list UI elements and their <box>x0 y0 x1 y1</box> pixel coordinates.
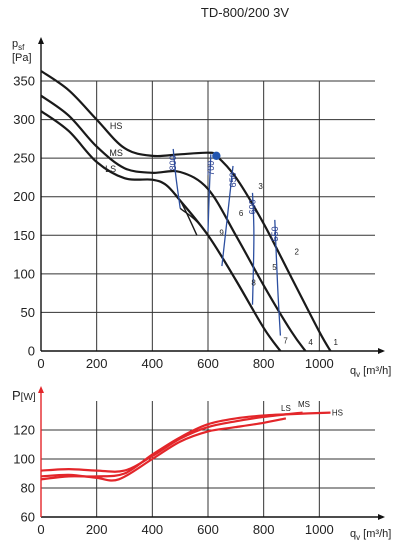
y-tick-label: 200 <box>13 189 35 204</box>
pressure-chart: 0 200 400 600 800 1000 0 50 100 150 200 250 300 350 80… <box>12 37 391 379</box>
x-tick-label: 1000 <box>305 356 334 371</box>
rpm-line-650 <box>221 165 234 267</box>
x-tick-label: 200 <box>86 356 108 371</box>
system-curve <box>165 184 198 236</box>
x-axis-title: qv [m³/h] <box>350 365 391 379</box>
y-tick-label: 100 <box>13 266 35 281</box>
duty-point <box>212 151 221 161</box>
point-number: 3 <box>258 182 263 191</box>
y-tick-label: 60 <box>21 510 35 525</box>
power-label-ls: LS <box>281 404 291 413</box>
x-tick-label: 0 <box>37 522 44 537</box>
y-tick-label: 80 <box>21 481 35 496</box>
y-tick-label: 350 <box>13 74 35 89</box>
point-number: 5 <box>272 263 277 272</box>
x-axis-title: qv [m³/h] <box>350 528 391 542</box>
y-axis-arrow <box>38 386 44 393</box>
curve-ms <box>40 94 307 352</box>
y-tick-label: 150 <box>13 228 35 243</box>
y-tick-label: 250 <box>13 151 35 166</box>
x-tick-label: 200 <box>86 522 108 537</box>
power-chart: 0 200 400 600 800 1000 60 80 100 120 LS MS HS P[W] qv … <box>12 386 391 542</box>
y-tick-label: 120 <box>13 423 35 438</box>
curve-hs <box>40 70 332 352</box>
power-curve-hs <box>40 411 331 481</box>
rpm-line-600 <box>251 192 255 305</box>
x-tick-label: 800 <box>253 356 275 371</box>
power-label-ms: MS <box>298 400 310 409</box>
y-axis-arrow <box>38 37 44 44</box>
x-tick-label: 600 <box>197 356 219 371</box>
x-axis-arrow <box>378 348 385 354</box>
power-curve-ms <box>40 411 303 473</box>
y-axis-unit: [Pa] <box>12 52 32 64</box>
rpm-label: 800 <box>168 155 178 170</box>
x-tick-label: 0 <box>37 356 44 371</box>
y-axis-title-part: P <box>12 388 21 403</box>
x-axis-arrow <box>378 514 385 520</box>
rpm-label: 550 <box>270 226 280 241</box>
x-axis-title-part: q <box>350 365 356 377</box>
point-number: 7 <box>283 336 288 345</box>
point-number: 9 <box>219 228 224 237</box>
curve-label-ms: MS <box>109 148 123 158</box>
point-number: 1 <box>333 338 338 347</box>
y-tick-label: 100 <box>13 452 35 467</box>
y-tick-label: 50 <box>21 305 35 320</box>
x-axis-title-part: [m³/h] <box>360 365 391 377</box>
point-number: 4 <box>308 338 313 347</box>
curve-label-hs: HS <box>110 121 123 131</box>
chart-title: TD-800/200 3V <box>201 5 289 20</box>
point-number: 6 <box>239 209 244 218</box>
y-axis-title: P[W] <box>12 388 36 403</box>
rpm-label: 700 <box>206 161 216 176</box>
curve-ls <box>40 110 282 352</box>
rpm-line-800 <box>172 148 181 209</box>
x-tick-label: 600 <box>197 522 219 537</box>
x-tick-label: 1000 <box>305 522 334 537</box>
rpm-label: 650 <box>228 172 238 187</box>
y-axis-title-part: sf <box>18 43 25 52</box>
point-number: 8 <box>251 278 256 287</box>
curve-label-ls: LS <box>105 164 116 174</box>
y-tick-label: 0 <box>28 344 35 359</box>
y-axis-title-part: p <box>12 38 18 50</box>
x-tick-label: 400 <box>141 522 163 537</box>
point-number: 2 <box>295 248 300 257</box>
x-axis-title-part: v <box>356 370 360 379</box>
x-tick-label: 400 <box>141 356 163 371</box>
rpm-line-700 <box>207 154 212 232</box>
x-axis-title-part: q <box>350 528 356 540</box>
x-tick-label: 800 <box>253 522 275 537</box>
system-curve <box>179 207 281 352</box>
y-axis-title: psf <box>12 38 25 52</box>
rpm-label: 600 <box>248 199 258 214</box>
power-label-hs: HS <box>332 409 343 418</box>
y-axis-unit: [W] <box>21 392 36 403</box>
x-axis-title-part: [m³/h] <box>360 528 391 540</box>
y-tick-label: 300 <box>13 112 35 127</box>
x-axis-title-part: v <box>356 533 360 542</box>
rpm-line-550 <box>274 219 282 336</box>
